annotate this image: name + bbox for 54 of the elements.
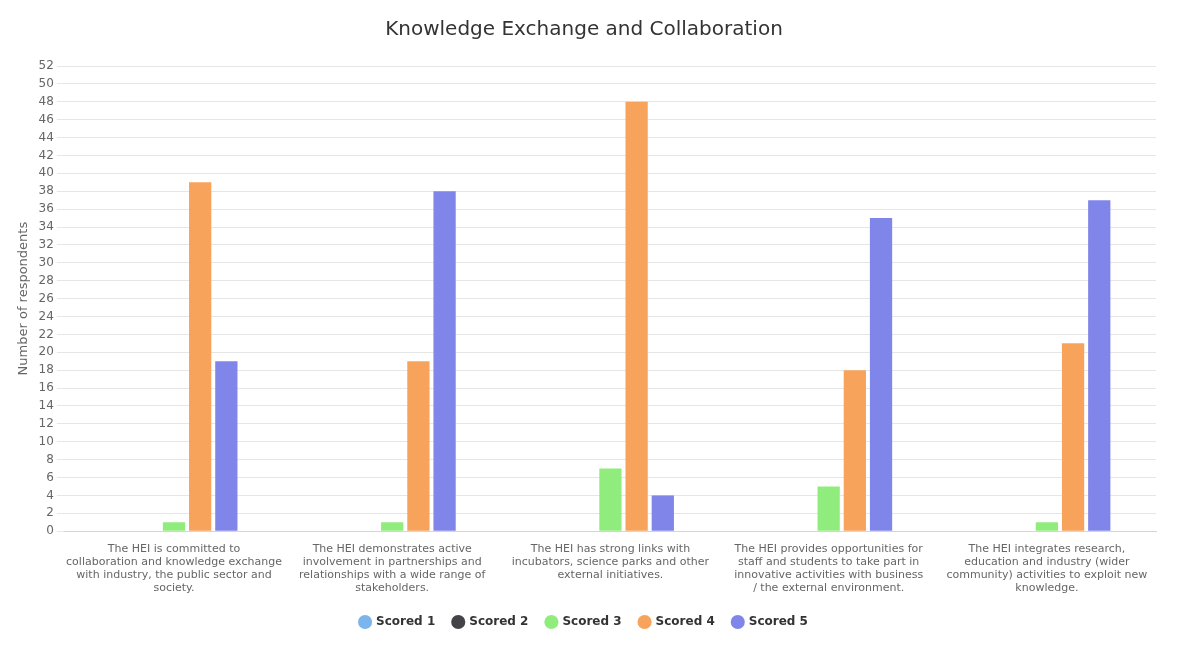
y-tick-label: 12: [38, 415, 54, 430]
legend-label: Scored 4: [655, 614, 715, 629]
y-tick-label: 38: [38, 183, 54, 198]
y-tick-label: 16: [38, 380, 54, 395]
bar: [1035, 522, 1059, 531]
bar: [817, 486, 840, 531]
y-tick-label: 22: [38, 326, 54, 341]
bar: [599, 468, 622, 531]
bar: [651, 495, 674, 531]
chart-title: Knowledge Exchange and Collaboration: [385, 16, 783, 41]
x-tick-label: The HEI integrates research, education and industry (wider community) activities to exploit new knowledge.: [946, 541, 1148, 595]
x-tick-label: The HEI has strong links with incubators, science parks and other external initiatives.: [511, 541, 710, 582]
y-tick-label: 42: [38, 147, 54, 162]
bar: [869, 218, 893, 531]
y-tick-label: 4: [46, 487, 54, 502]
y-tick-label: 26: [38, 290, 54, 305]
bar: [189, 182, 212, 531]
bar: [1061, 343, 1085, 531]
legend-label: Scored 1: [376, 614, 436, 629]
y-tick-label: 20: [38, 344, 54, 359]
x-tick-label: The HEI provides opportunities for staff and students to take part in innovative activities with business / the external environment.: [733, 541, 924, 595]
y-tick-label: 18: [38, 362, 54, 377]
y-tick-label: 10: [38, 433, 54, 448]
bar: [215, 361, 238, 531]
y-tick-label: 46: [38, 111, 54, 126]
x-tick-label: The HEI demonstrates active involvement in partnerships and relationships with a wide range of stakeholders.: [299, 541, 487, 595]
y-tick-label: 14: [38, 398, 54, 413]
bar: [381, 522, 404, 531]
bar: [433, 191, 456, 531]
y-tick-label: 48: [38, 93, 54, 108]
bar: [1088, 200, 1111, 531]
legend-label: Scored 2: [469, 614, 529, 629]
y-tick-label: 36: [38, 201, 54, 216]
y-axis-title: Number of respondents: [15, 221, 31, 376]
y-tick-label: 0: [46, 523, 54, 538]
y-tick-label: 2: [46, 505, 54, 520]
legend-label: Scored 3: [562, 614, 622, 629]
y-tick-label: 52: [38, 58, 54, 73]
y-tick-label: 50: [38, 76, 54, 91]
y-tick-label: 44: [38, 129, 54, 144]
y-tick-label: 34: [38, 219, 54, 234]
bar: [162, 522, 186, 531]
y-tick-label: 32: [38, 237, 54, 252]
bar: [625, 101, 648, 531]
y-tick-label: 30: [38, 254, 54, 269]
y-tick-label: 40: [38, 165, 54, 180]
y-tick-label: 8: [46, 451, 54, 466]
x-tick-label: The HEI is committed to collaboration and knowledge exchange with industry, the public sector and society.: [66, 541, 283, 595]
legend-label: Scored 5: [748, 614, 808, 629]
y-tick-label: 28: [38, 272, 54, 287]
bar: [843, 370, 866, 531]
y-tick-label: 6: [46, 469, 54, 484]
bar: [407, 361, 430, 531]
y-tick-label: 24: [38, 308, 54, 323]
